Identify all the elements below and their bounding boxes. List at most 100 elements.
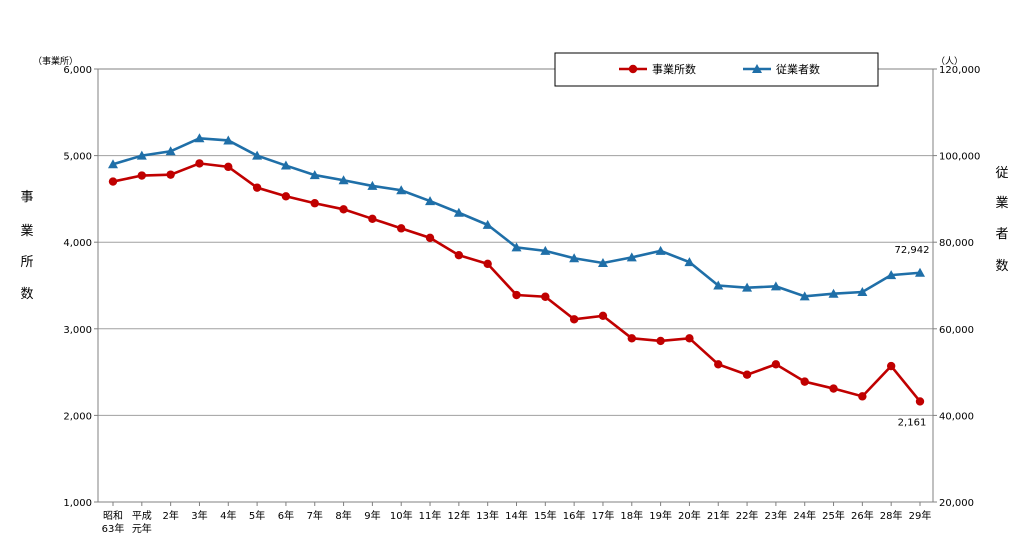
x-tick-label: 12年 (447, 509, 470, 522)
data-point (656, 336, 665, 346)
x-tick-label: 16年 (563, 509, 586, 522)
data-point (108, 159, 118, 169)
data-point (280, 160, 291, 170)
data-point (367, 180, 378, 190)
legend: 事業所数 従業者数 (554, 52, 879, 87)
data-point (627, 334, 636, 343)
x-tick-label: 5年 (249, 509, 265, 522)
right-y-tick-label: 120,000 (939, 65, 980, 76)
left-y-tick-label: 1,000 (63, 498, 92, 509)
gridlines (98, 68, 933, 503)
x-tick-label: 19年 (649, 509, 672, 522)
data-point (915, 267, 925, 277)
series-line (112, 136, 921, 298)
data-point (108, 177, 118, 186)
data-point (886, 270, 897, 280)
data-point (771, 360, 781, 369)
x-tick-label: 29年 (909, 509, 932, 522)
data-point (136, 150, 147, 160)
x-tick-label: 20年 (678, 509, 701, 522)
data-point (368, 214, 377, 224)
data-point (425, 233, 435, 243)
x-tick-label: 2年 (162, 509, 178, 522)
data-point (598, 311, 608, 321)
x-tick-label: 18年 (620, 509, 643, 522)
data-point (742, 282, 753, 292)
right-axis-label: 従 業 者 数 (995, 166, 1008, 274)
data-point (828, 288, 839, 298)
left-y-tick-label: 3,000 (63, 325, 92, 336)
x-tick-label: 14年 (505, 509, 528, 522)
x-tick-label: 昭和 (103, 510, 123, 522)
data-point (512, 290, 521, 300)
left-axis-label-char: 数 (20, 287, 33, 302)
right-y-axis-ticks: 20,000 40,000 60,000 80,000 100,000 120,000 (933, 65, 980, 509)
x-tick-label: 22年 (736, 509, 759, 522)
legend-item: 事業所数 (619, 63, 696, 76)
data-point (310, 199, 319, 208)
x-tick-label: 10年 (390, 509, 413, 522)
data-point (224, 162, 233, 172)
data-point (714, 360, 723, 369)
series-establishments (108, 159, 925, 406)
left-y-tick-label: 5,000 (63, 152, 92, 163)
data-point (858, 392, 867, 401)
right-axis-label-char: 業 (995, 195, 1008, 211)
x-tick-label: 4年 (220, 509, 236, 522)
data-point (829, 384, 838, 393)
x-tick-label: 17年 (592, 509, 615, 522)
data-point (425, 196, 436, 206)
data-point (626, 252, 637, 262)
x-tick-label: 7年 (307, 509, 323, 522)
data-point (252, 150, 263, 160)
legend-swatch-marker (628, 64, 638, 74)
x-tick-label: 13年 (476, 509, 499, 522)
data-point (857, 286, 868, 296)
data-point (569, 253, 580, 263)
plot-frame (97, 68, 934, 503)
x-tick-label: 9年 (364, 509, 380, 522)
right-axis-label-char: 者 (995, 227, 1008, 242)
data-point (597, 257, 608, 267)
data-point (482, 219, 493, 229)
data-point (339, 205, 348, 214)
legend-label: 事業所数 (652, 63, 696, 76)
right-y-tick-label: 100,000 (939, 152, 980, 163)
data-point (137, 171, 147, 180)
right-y-tick-label: 20,000 (939, 498, 974, 509)
x-tick-label: 21年 (707, 509, 730, 522)
right-axis-label-char: 数 (995, 259, 1008, 274)
data-point (569, 315, 579, 324)
data-point (799, 291, 810, 301)
left-axis-label-char: 事 (20, 190, 33, 205)
data-point (453, 207, 464, 217)
data-point (886, 361, 896, 371)
data-label: 2,161 (898, 417, 927, 428)
series-employees (108, 133, 925, 301)
right-y-tick-label: 80,000 (939, 238, 974, 249)
x-tick-label: 23年 (765, 509, 788, 522)
left-y-tick-label: 4,000 (63, 238, 92, 249)
right-axis-label-char: 従 (995, 166, 1008, 181)
x-tick-label: 平成 (132, 510, 152, 522)
left-axis-label: 事 業 所 数 (20, 190, 33, 302)
left-axis-label-char: 業 (20, 223, 33, 239)
data-point (165, 146, 176, 156)
data-label: 72,942 (895, 245, 930, 256)
legend-box (554, 52, 879, 87)
left-axis-unit: （事業所） (33, 55, 78, 67)
right-y-tick-label: 40,000 (939, 411, 974, 422)
data-point (742, 370, 752, 379)
series-line (112, 162, 922, 403)
data-point (195, 159, 204, 168)
right-axis-unit: （人） (936, 56, 963, 67)
x-tick-label: 11年 (419, 509, 442, 522)
x-tick-label: 25年 (822, 509, 845, 522)
data-point (397, 224, 406, 233)
data-point (338, 175, 349, 185)
data-point (309, 170, 320, 180)
data-point (223, 135, 234, 145)
left-axis-label-char: 所 (20, 255, 33, 270)
